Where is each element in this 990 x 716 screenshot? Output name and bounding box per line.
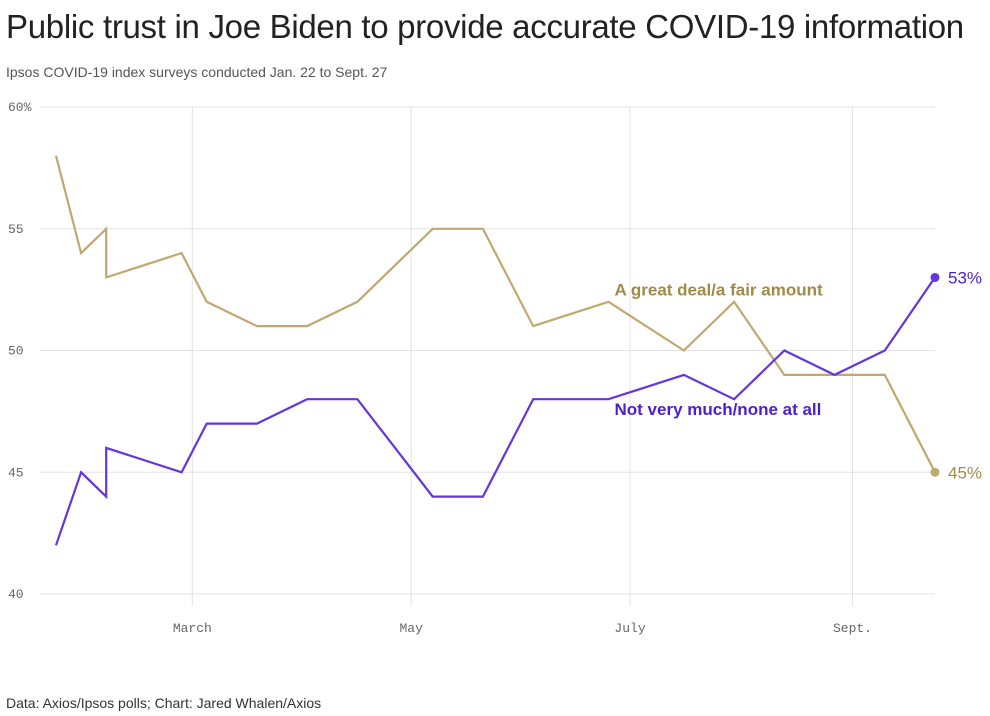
chart-title: Public trust in Joe Biden to provide acc… — [6, 8, 964, 45]
x-tick-label: May — [399, 621, 423, 636]
x-axis-ticks: March May July Sept. — [173, 621, 872, 636]
y-tick-label: 55 — [8, 222, 24, 237]
chart-subtitle: Ipsos COVID-19 index surveys conducted J… — [6, 64, 388, 80]
series-line-not-very-much — [54, 276, 936, 546]
series-line-great-deal — [54, 155, 936, 473]
series-end-marker — [930, 467, 940, 477]
series-lines — [54, 155, 940, 546]
series-end-value: 53% — [948, 268, 982, 287]
y-tick-label: 45 — [8, 465, 24, 480]
series-end-value: 45% — [948, 463, 982, 482]
y-tick-label: 50 — [8, 344, 24, 359]
grid — [40, 106, 935, 606]
y-tick-label: 40 — [8, 587, 24, 602]
series-name-label: A great deal/a fair amount — [615, 281, 823, 300]
x-tick-label: Sept. — [833, 621, 872, 636]
series-labels: 45% 53% A great deal/a fair amount Not very… — [615, 268, 983, 482]
x-tick-label: July — [614, 621, 645, 636]
series-end-marker — [930, 272, 940, 282]
y-axis-ticks: 60% 55 50 45 40 — [8, 100, 32, 602]
x-tick-label: March — [173, 621, 212, 636]
series-name-label: Not very much/none at all — [615, 400, 822, 419]
y-tick-label: 60% — [8, 100, 32, 115]
chart-source: Data: Axios/Ipsos polls; Chart: Jared Wh… — [6, 695, 322, 711]
